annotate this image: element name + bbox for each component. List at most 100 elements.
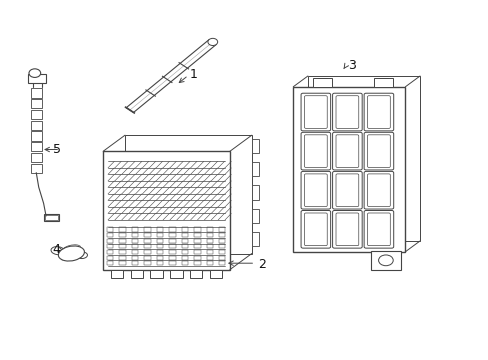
Bar — [169, 244, 175, 248]
Bar — [219, 233, 225, 237]
Bar — [219, 239, 225, 243]
Ellipse shape — [51, 247, 64, 255]
FancyBboxPatch shape — [332, 171, 362, 209]
Bar — [182, 261, 188, 265]
Bar — [144, 233, 150, 237]
Bar — [194, 228, 200, 231]
FancyBboxPatch shape — [364, 211, 393, 248]
Circle shape — [29, 69, 41, 77]
FancyBboxPatch shape — [367, 213, 389, 246]
Bar — [144, 256, 150, 260]
Bar — [107, 239, 113, 243]
FancyBboxPatch shape — [367, 135, 389, 167]
Bar — [132, 244, 138, 248]
Bar — [157, 239, 163, 243]
Bar — [219, 244, 225, 248]
Bar — [157, 233, 163, 237]
Bar — [182, 250, 188, 254]
FancyBboxPatch shape — [301, 211, 330, 248]
Bar — [157, 250, 163, 254]
Bar — [157, 256, 163, 260]
Bar — [370, 251, 400, 270]
Bar — [119, 228, 125, 231]
Bar — [132, 233, 138, 237]
Bar — [132, 250, 138, 254]
Bar — [31, 153, 41, 162]
FancyBboxPatch shape — [367, 96, 389, 129]
Bar — [45, 215, 58, 220]
Bar — [251, 139, 259, 153]
FancyBboxPatch shape — [364, 93, 393, 131]
Bar — [194, 256, 200, 260]
Bar — [251, 162, 259, 176]
Bar — [119, 250, 125, 254]
Bar — [144, 239, 150, 243]
FancyBboxPatch shape — [364, 132, 393, 170]
Bar — [169, 228, 175, 231]
Bar — [132, 261, 138, 265]
FancyBboxPatch shape — [364, 171, 393, 209]
Bar — [206, 239, 213, 243]
Bar — [31, 142, 41, 151]
Text: 1: 1 — [189, 68, 197, 81]
Bar — [107, 256, 113, 260]
Bar — [119, 244, 125, 248]
Bar — [107, 261, 113, 265]
Bar — [157, 244, 163, 248]
Bar — [219, 256, 225, 260]
Bar — [31, 164, 41, 173]
Bar — [190, 270, 202, 278]
Polygon shape — [126, 40, 216, 112]
FancyBboxPatch shape — [335, 135, 358, 167]
Bar — [312, 78, 331, 87]
Bar — [31, 88, 41, 98]
Bar — [206, 256, 213, 260]
Bar — [31, 131, 41, 140]
Bar — [182, 228, 188, 231]
FancyBboxPatch shape — [335, 213, 358, 246]
Bar — [219, 250, 225, 254]
Bar — [206, 250, 213, 254]
Bar — [150, 270, 163, 278]
Bar — [103, 151, 229, 270]
Circle shape — [207, 39, 217, 45]
Bar — [130, 270, 142, 278]
Bar — [119, 256, 125, 260]
Bar — [182, 239, 188, 243]
Circle shape — [378, 255, 392, 266]
Bar — [219, 228, 225, 231]
Bar — [206, 228, 213, 231]
FancyBboxPatch shape — [304, 213, 326, 246]
Bar — [194, 250, 200, 254]
Bar — [182, 233, 188, 237]
Bar — [170, 270, 182, 278]
Bar — [206, 244, 213, 248]
FancyBboxPatch shape — [301, 171, 330, 209]
Bar — [251, 209, 259, 223]
Text: 4: 4 — [53, 243, 61, 256]
FancyBboxPatch shape — [367, 174, 389, 207]
Ellipse shape — [58, 246, 84, 261]
FancyBboxPatch shape — [332, 211, 362, 248]
FancyBboxPatch shape — [332, 93, 362, 131]
FancyBboxPatch shape — [304, 135, 326, 167]
Bar — [31, 121, 41, 130]
Bar — [119, 233, 125, 237]
Bar — [251, 232, 259, 246]
Bar — [307, 76, 419, 241]
Bar — [144, 228, 150, 231]
Bar — [144, 261, 150, 265]
Bar — [125, 135, 251, 253]
Bar — [43, 214, 59, 221]
Bar — [31, 110, 41, 119]
Text: 3: 3 — [347, 59, 355, 72]
FancyBboxPatch shape — [301, 132, 330, 170]
Bar — [194, 261, 200, 265]
Bar — [209, 270, 222, 278]
Bar — [251, 185, 259, 200]
Bar — [206, 261, 213, 265]
FancyBboxPatch shape — [335, 96, 358, 129]
Bar — [132, 228, 138, 231]
FancyBboxPatch shape — [332, 132, 362, 170]
FancyBboxPatch shape — [335, 174, 358, 207]
